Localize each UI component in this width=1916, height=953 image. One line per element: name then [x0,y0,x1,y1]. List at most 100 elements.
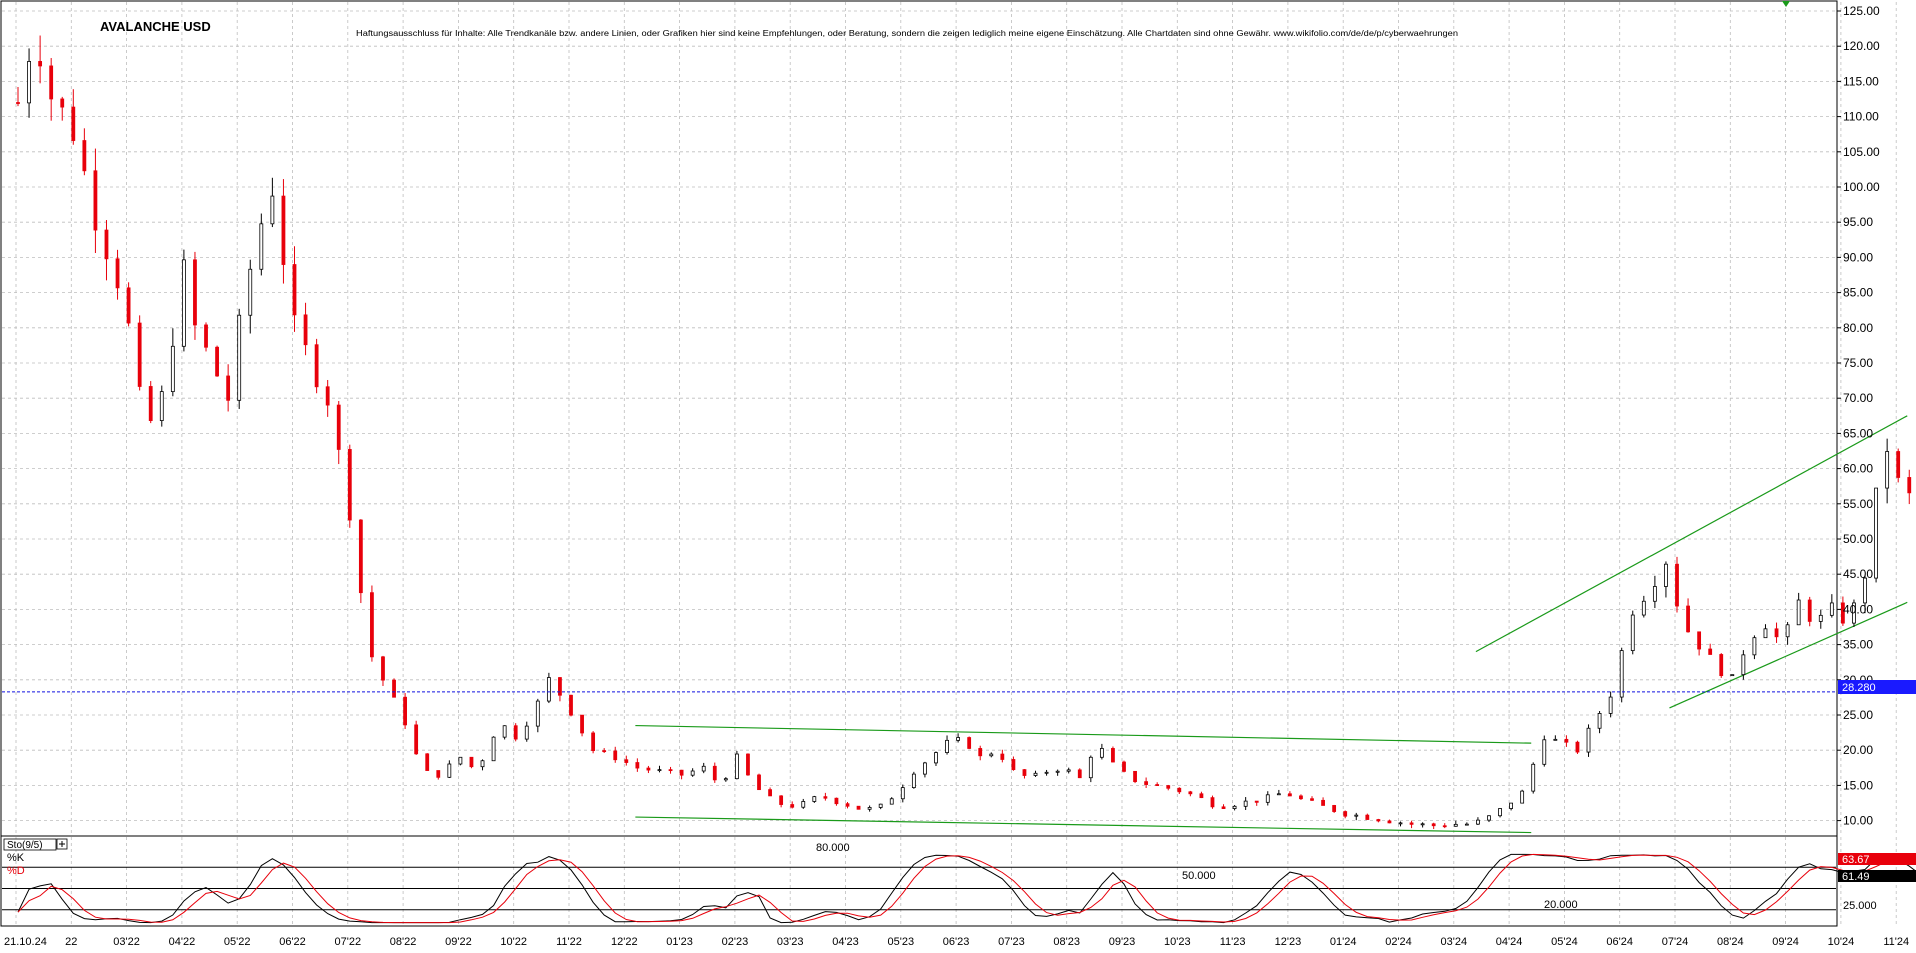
y-tick-label: 85.00 [1843,286,1873,300]
x-tick-label: 06'23 [943,936,970,948]
y-tick-label: 95.00 [1843,215,1873,229]
candle-body [868,807,871,809]
candle-body [536,701,539,726]
candle-body [1620,651,1623,697]
candle-body [459,757,462,764]
x-tick-label: 03'22 [113,936,140,948]
x-tick-label: 09'23 [1109,936,1136,948]
candle-body [1189,792,1192,794]
candle-body [28,61,31,102]
candle-body [1709,649,1712,654]
candle-body [1510,803,1513,808]
candle-body [503,726,506,737]
x-tick-label: 02'23 [722,936,749,948]
candle-body [50,66,53,99]
candle-body [1421,824,1424,825]
indicator-label: Sto(9/5) [7,840,43,851]
x-tick-label: 21.10.24 [4,936,47,948]
candle-body [1200,794,1203,798]
y-tick-label: 65.00 [1843,426,1873,440]
candle-body [448,764,451,777]
candle-body [1819,615,1822,621]
candle-body [1023,770,1026,776]
candle-body [348,449,351,520]
y-tick-label: 55.00 [1843,497,1873,511]
candle-body [1808,600,1811,621]
candle-body [780,796,783,805]
x-tick-label: 07'24 [1662,936,1689,948]
x-tick-label: 02'24 [1385,936,1412,948]
candle-body [193,260,196,325]
candle-body [912,774,915,787]
candle-body [1255,801,1258,802]
y-tick-label: 105.00 [1843,145,1880,159]
y-tick-label: 115.00 [1843,74,1879,88]
y-tick-label: 80.00 [1843,321,1873,335]
y-axis: 125.00120.00115.00110.00105.00100.0095.0… [1837,4,1880,828]
candle-body [1067,770,1070,771]
candle-body [1532,764,1535,791]
x-tick-label: 08'24 [1717,936,1744,948]
candle-body [326,387,329,405]
candle-body [890,799,893,804]
legend-k: %K [7,852,25,864]
candle-body [813,797,816,802]
candle-body [1742,655,1745,675]
candle-body [1432,824,1435,826]
y-tick-label: 25.00 [1843,708,1873,722]
candle-body [315,345,318,387]
x-tick-label: 22 [65,936,77,948]
candle-body [1664,564,1667,586]
candle-body [61,99,64,107]
k-value-label: 63.67 [1842,854,1870,866]
candle-body [149,386,152,420]
candle-body [791,805,794,808]
candle-body [116,259,119,288]
candle-body [1399,823,1402,824]
x-tick-label: 11'23 [1220,936,1246,948]
candle-body [923,763,926,774]
y-tick-label: 120.00 [1843,39,1880,53]
disclaimer-text: Haftungsausschluss für Inhalte: Alle Tre… [356,29,1458,38]
candle-body [1576,742,1579,752]
candle-body [337,405,340,449]
stochastic-panel [1,836,1837,926]
candle-body [558,678,561,696]
candle-body [1288,794,1291,796]
x-tick-label: 09'24 [1772,936,1799,948]
candle-body [1089,757,1092,777]
candle-body [1045,772,1048,773]
x-tick-label: 03'23 [777,936,804,948]
y-tick-label: 35.00 [1843,638,1873,652]
candle-body [769,790,772,796]
candle-body [1908,477,1911,492]
price-panel [1,1,1837,836]
y-tick-label: 100.00 [1843,180,1880,194]
current-price-label: 28.280 [1842,682,1876,694]
x-tick-label: 06'22 [279,936,306,948]
x-tick-label: 05'23 [888,936,915,948]
candle-body [934,753,937,763]
candle-body [404,697,407,725]
candle-body [415,725,418,754]
y-tick-label: 75.00 [1843,356,1873,370]
candle-body [1642,601,1645,615]
candle-body [1897,452,1900,478]
candle-body [1698,632,1701,649]
candle-body [1487,816,1490,820]
candle-body [658,770,661,771]
candle-body [1123,762,1126,771]
candle-body [1653,586,1656,601]
x-tick-label: 07'23 [998,936,1025,948]
candle-body [691,771,694,775]
x-tick-label: 10'23 [1164,936,1191,948]
candle-body [1299,796,1302,799]
candle-body [393,680,396,697]
candle-body [1676,564,1679,606]
candle-body [1521,791,1524,803]
y-tick-label: 15.00 [1843,778,1873,792]
candle-body [304,315,307,345]
candle-body [359,520,362,593]
